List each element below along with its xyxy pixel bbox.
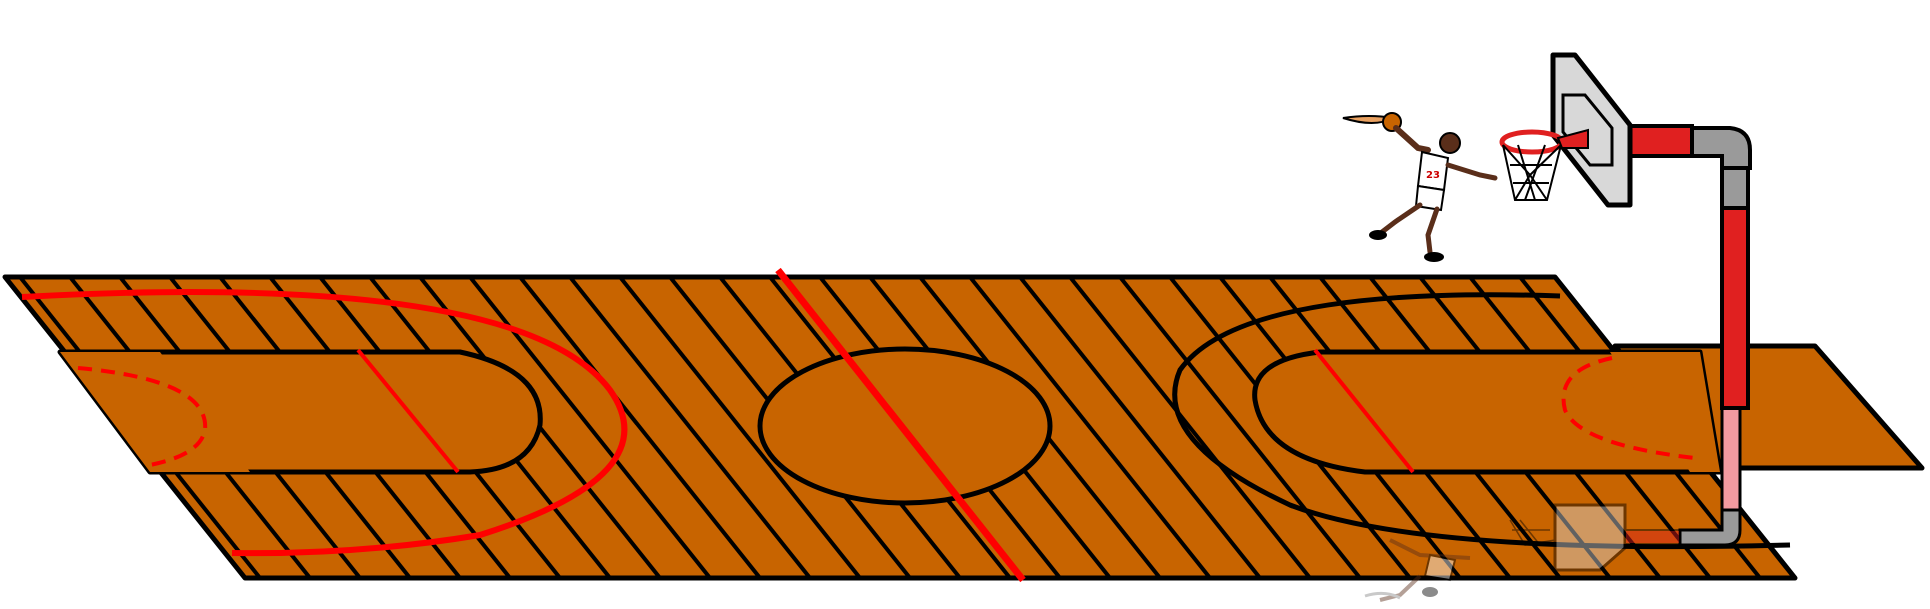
pole-reflection <box>1720 403 1742 517</box>
left-three-point-arc <box>21 289 628 557</box>
left-restricted-arc <box>77 366 208 467</box>
right-lane-strip <box>1610 352 1720 472</box>
player-head <box>1439 132 1461 154</box>
pole-reflection-bend <box>1678 508 1742 547</box>
net <box>1502 144 1562 201</box>
player-dunking: 23 <box>1342 112 1498 262</box>
right-free-throw-line <box>1313 348 1415 474</box>
right-three-point-arc <box>1172 292 1791 550</box>
rim <box>1499 129 1565 155</box>
backboard-square <box>1561 93 1614 167</box>
court-floor <box>2 267 1925 583</box>
backboard <box>1550 52 1633 208</box>
right-restricted-arc <box>1561 356 1696 460</box>
reflection <box>1364 503 1681 602</box>
pole-elbow <box>1688 126 1752 170</box>
player-shorts <box>1414 184 1446 212</box>
center-line <box>775 267 1026 583</box>
pole-gray-section <box>1720 163 1750 212</box>
basketball-hoop <box>1499 52 1752 547</box>
jersey-number: 23 <box>1426 170 1440 181</box>
right-key <box>1252 349 1723 475</box>
left-lane-strip <box>60 352 250 472</box>
pole-red-section <box>1720 206 1750 410</box>
left-free-throw-line <box>356 348 460 474</box>
